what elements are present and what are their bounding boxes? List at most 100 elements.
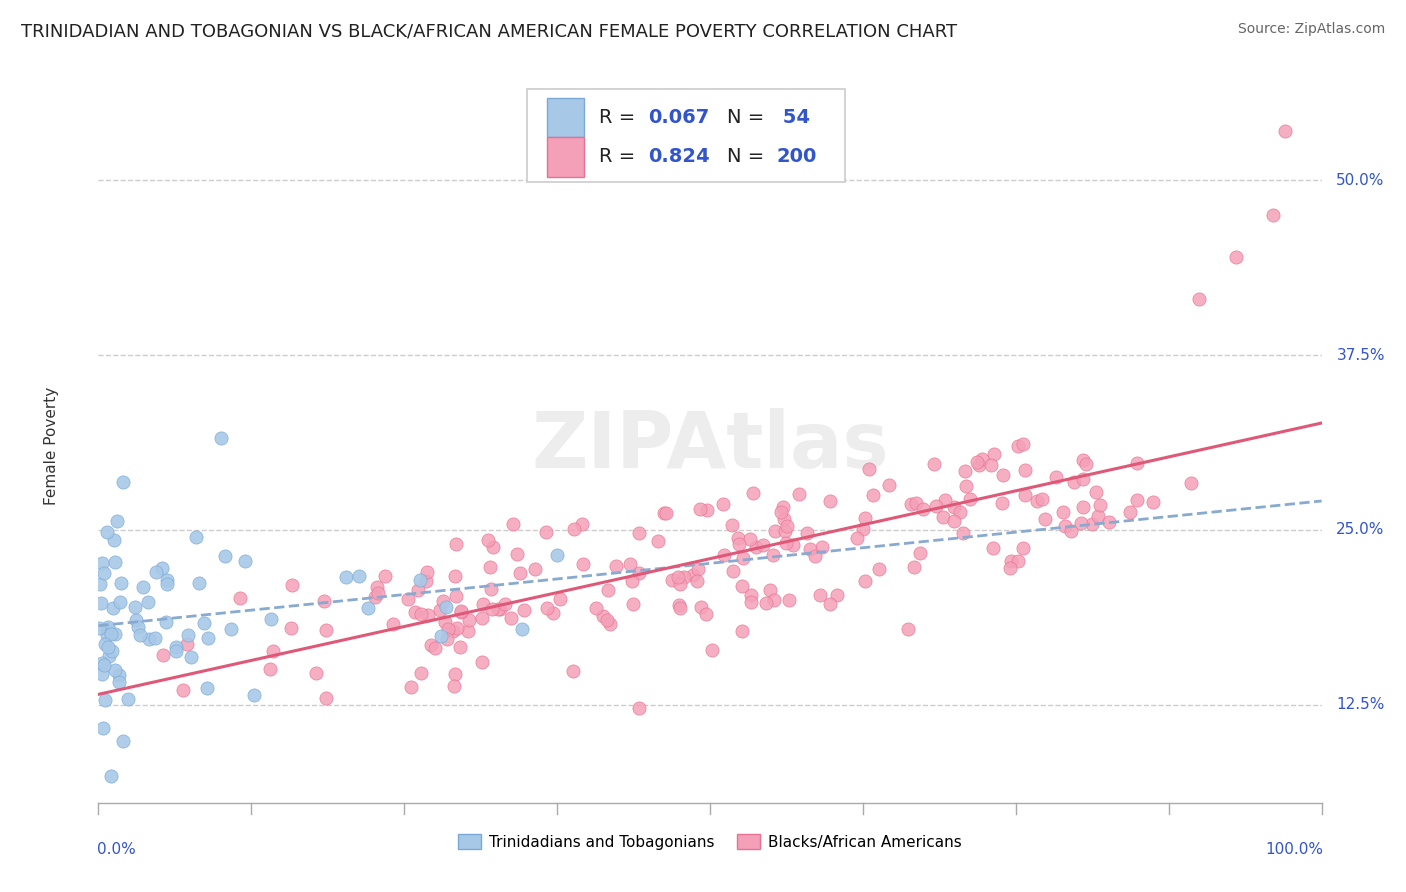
Point <box>853 511 876 525</box>
Point <box>434 599 457 614</box>
Point <box>745 541 768 555</box>
Point <box>808 588 831 602</box>
Point <box>536 601 558 615</box>
Point <box>981 541 1004 555</box>
Point <box>721 564 744 578</box>
FancyBboxPatch shape <box>526 89 845 182</box>
Point <box>506 547 529 561</box>
Point <box>138 632 160 646</box>
Text: 12.5%: 12.5% <box>1336 698 1385 713</box>
Point <box>143 632 166 646</box>
Point <box>510 622 533 636</box>
Point <box>409 573 432 587</box>
Point <box>1081 516 1104 531</box>
Point <box>740 595 762 609</box>
Point <box>524 562 547 576</box>
Point <box>104 555 127 569</box>
Point <box>773 512 796 526</box>
Point <box>596 582 619 597</box>
Point <box>457 624 479 638</box>
Point <box>429 602 451 616</box>
Point <box>156 573 179 587</box>
Point <box>862 488 884 502</box>
Point <box>156 577 179 591</box>
Point <box>374 569 396 583</box>
Point <box>690 600 713 615</box>
Point <box>546 548 568 562</box>
Point <box>411 607 433 622</box>
Point <box>1070 516 1092 530</box>
Point <box>769 505 792 519</box>
Point <box>571 516 593 531</box>
Point <box>621 598 644 612</box>
Point <box>436 632 458 646</box>
Point <box>172 683 194 698</box>
Point <box>628 566 651 580</box>
Point <box>955 479 977 493</box>
Point <box>1060 524 1083 538</box>
Point <box>1071 453 1094 467</box>
Point <box>979 458 1001 472</box>
Point <box>479 582 502 597</box>
Point <box>502 516 524 531</box>
Point <box>787 487 810 501</box>
Point <box>1261 208 1284 222</box>
Point <box>620 574 643 589</box>
Point <box>243 688 266 702</box>
Point <box>599 617 621 632</box>
Point <box>1000 554 1022 568</box>
Point <box>132 580 155 594</box>
Point <box>818 494 841 508</box>
Point <box>647 533 669 548</box>
Point <box>93 657 115 672</box>
Point <box>366 580 388 594</box>
Point <box>430 629 453 643</box>
Bar <box>547 137 583 177</box>
Point <box>165 644 187 658</box>
Point <box>852 523 875 537</box>
Point <box>1007 439 1029 453</box>
Point <box>356 601 378 615</box>
Point <box>446 621 468 635</box>
Point <box>101 644 124 658</box>
Point <box>541 606 564 620</box>
Text: Source: ZipAtlas.com: Source: ZipAtlas.com <box>1237 22 1385 37</box>
Point <box>1012 437 1035 451</box>
Point <box>778 592 800 607</box>
Point <box>685 574 707 588</box>
Point <box>145 566 167 580</box>
Point <box>627 525 650 540</box>
Point <box>811 541 834 555</box>
Point <box>110 575 132 590</box>
Point <box>97 620 120 634</box>
Point <box>592 608 614 623</box>
Point <box>177 628 200 642</box>
Point <box>482 540 505 554</box>
Point <box>619 557 641 571</box>
Point <box>259 662 281 676</box>
Point <box>91 667 114 681</box>
Point <box>711 497 734 511</box>
Point <box>443 624 465 638</box>
Point <box>1088 499 1111 513</box>
Point <box>471 611 494 625</box>
Point <box>922 457 945 471</box>
Point <box>879 478 901 492</box>
Point <box>91 656 114 670</box>
Point <box>416 566 439 580</box>
Point <box>432 594 454 608</box>
Point <box>443 679 465 693</box>
Point <box>155 615 177 630</box>
Text: 100.0%: 100.0% <box>1265 842 1323 857</box>
Point <box>214 549 236 563</box>
Point <box>740 588 762 602</box>
Point <box>1045 469 1067 483</box>
Point <box>689 502 711 516</box>
Point <box>773 524 796 538</box>
Text: 37.5%: 37.5% <box>1336 348 1385 362</box>
Point <box>364 591 387 605</box>
Point <box>868 562 890 576</box>
Point <box>934 493 956 508</box>
Point <box>489 602 512 616</box>
Point <box>197 631 219 645</box>
